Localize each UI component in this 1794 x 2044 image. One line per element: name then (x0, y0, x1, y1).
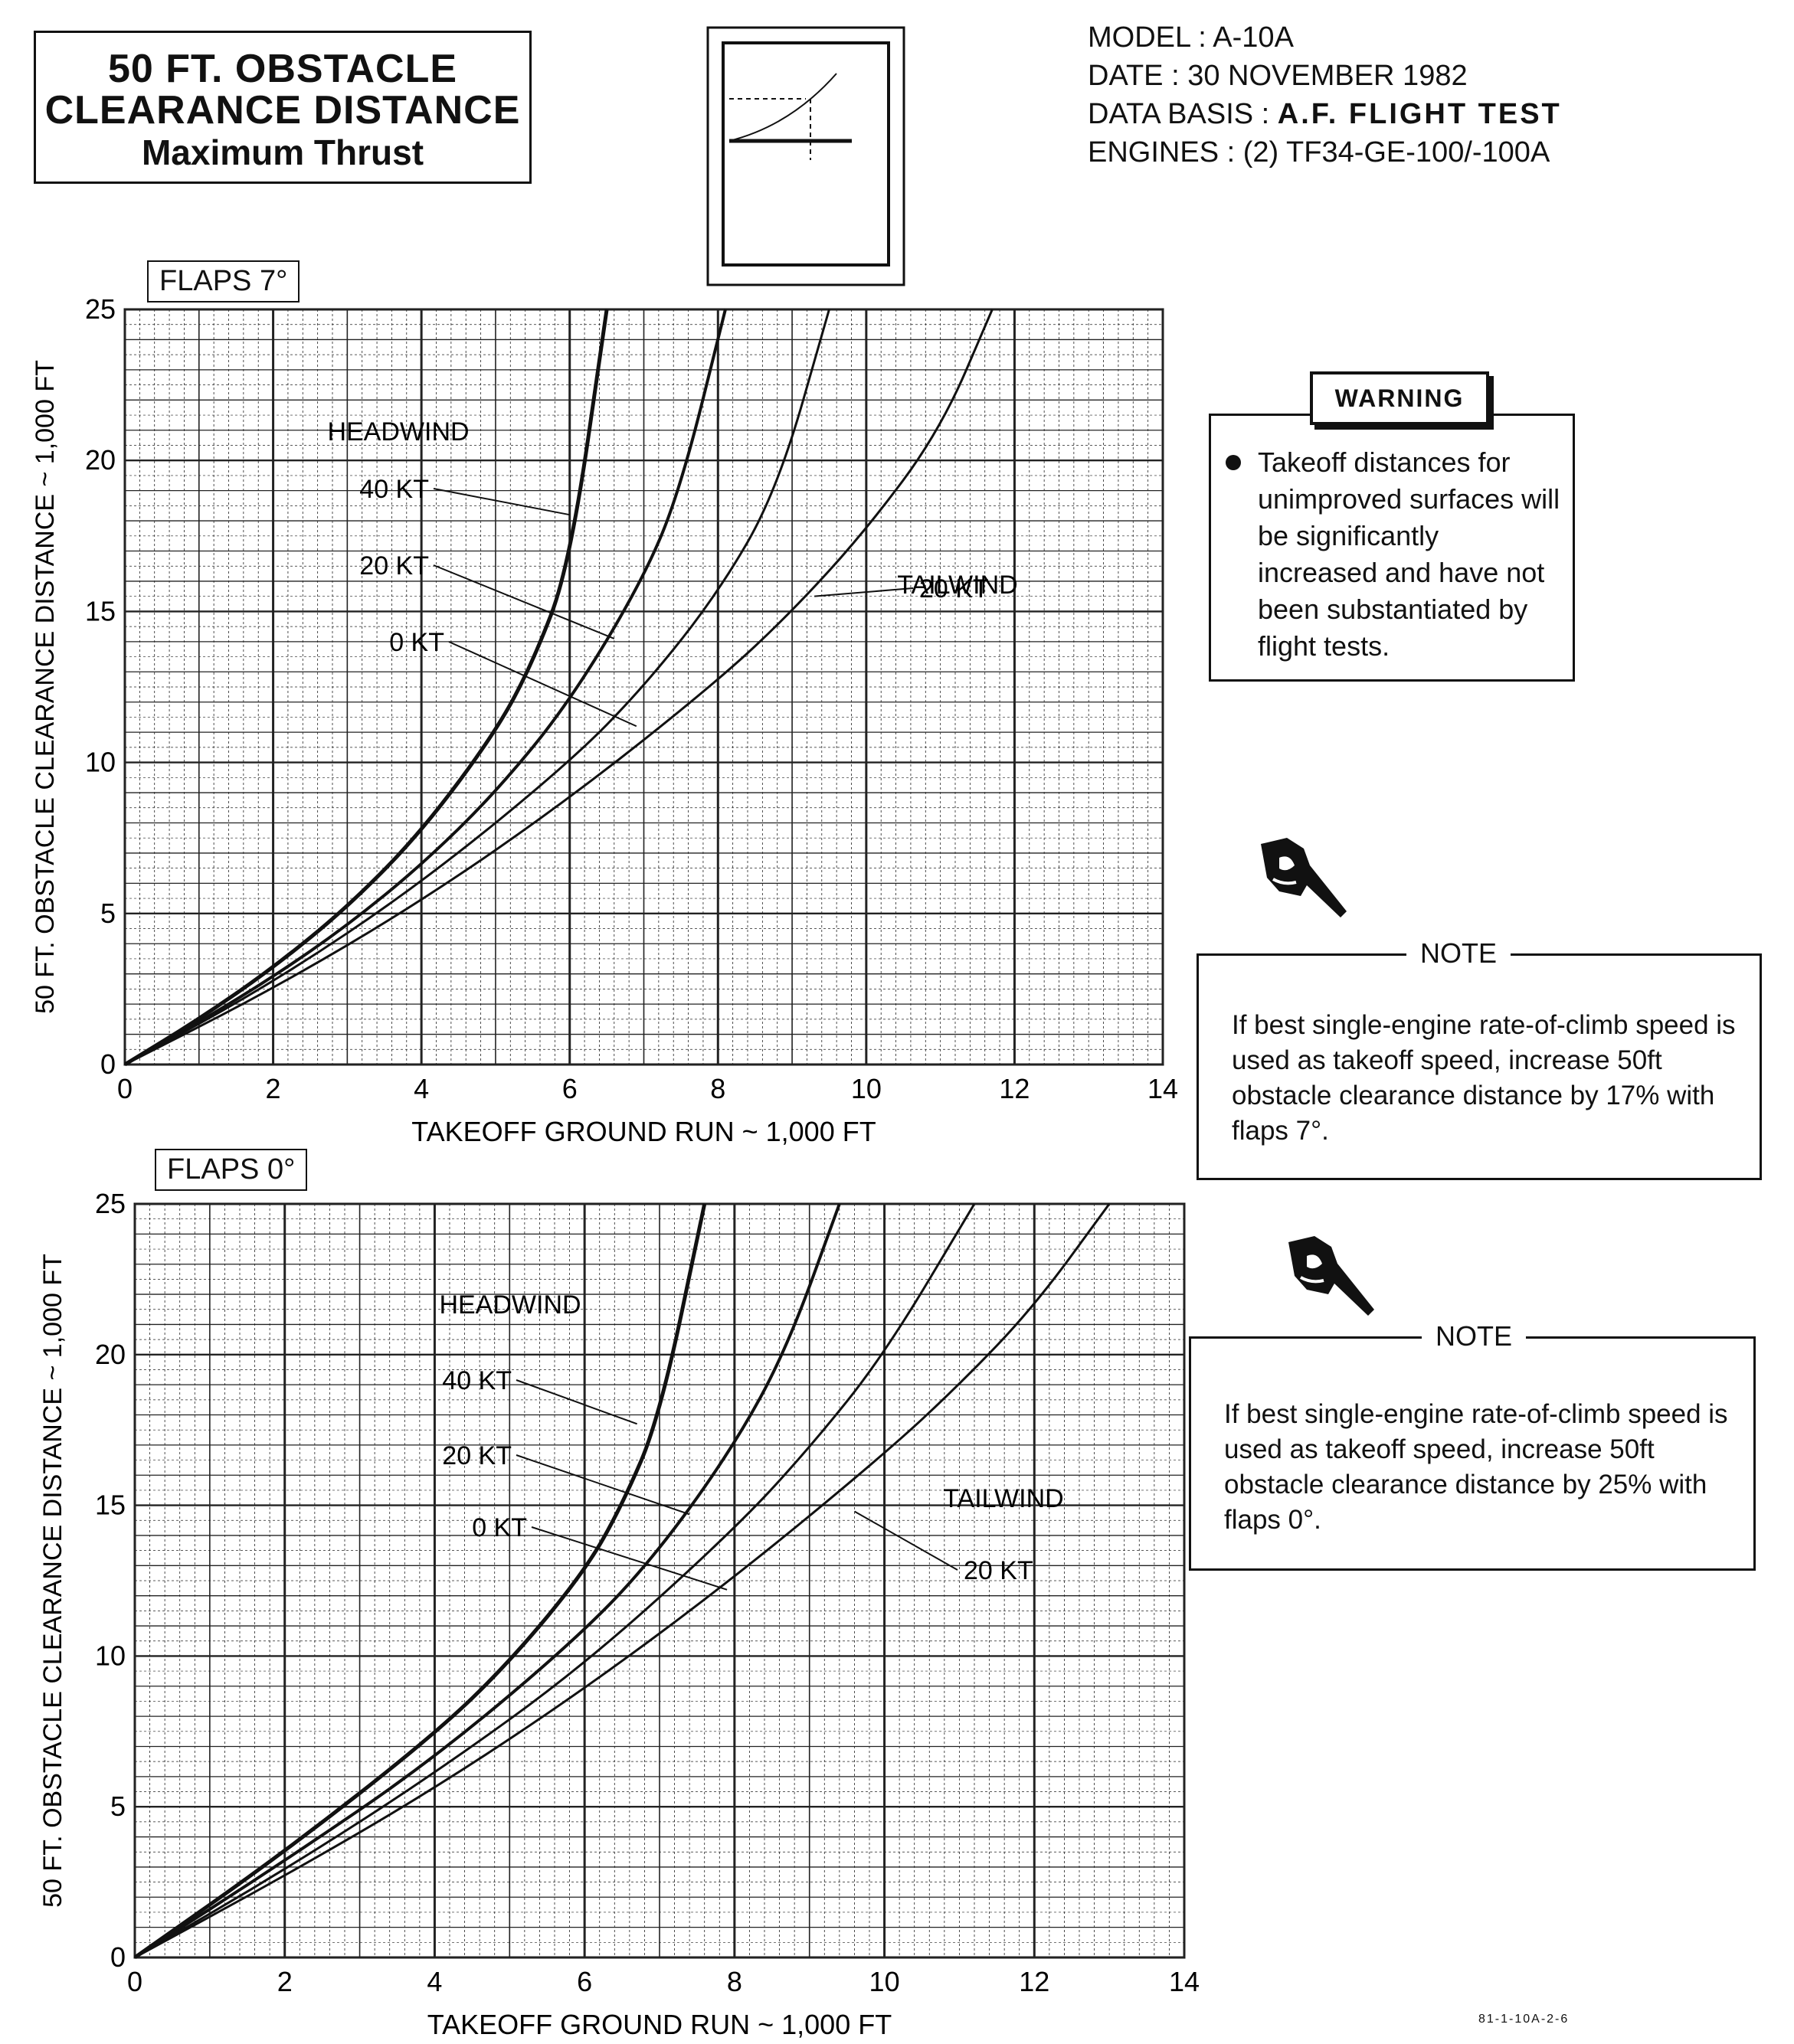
data-basis-label: DATA BASIS : (1088, 98, 1278, 130)
y-tick-label: 0 (110, 1941, 126, 1973)
x-tick-label: 4 (427, 1966, 442, 1997)
pointing-hand-icon (1288, 1236, 1374, 1316)
chart-key-thumbnail-icon (706, 26, 905, 286)
x-tick-label: 8 (710, 1073, 725, 1104)
chart-title-flaps-7: FLAPS 7° (147, 260, 300, 303)
x-tick-label: 2 (266, 1073, 281, 1104)
series-line-1 (124, 309, 727, 1066)
headwind-label: HEADWIND (327, 417, 469, 446)
headwind-label: HEADWIND (439, 1290, 581, 1320)
series-leader-line (516, 1379, 637, 1425)
meta-block: MODEL : A-10A DATE : 30 NOVEMBER 1982 DA… (1088, 18, 1562, 172)
engines-text: ENGINES : (2) TF34-GE-100/-100A (1088, 136, 1550, 168)
x-tick-label: 6 (562, 1073, 578, 1104)
y-tick-label: 0 (100, 1048, 116, 1080)
y-axis-label: 50 FT. OBSTACLE CLEARANCE DISTANCE ~ 1,0… (38, 1254, 67, 1908)
series-label: 20 KT (919, 574, 989, 603)
series-label: 20 KT (964, 1556, 1033, 1585)
series-leader-line (853, 1510, 958, 1571)
y-axis-label: 50 FT. OBSTACLE CLEARANCE DISTANCE ~ 1,0… (31, 360, 60, 1014)
bullet-icon (1226, 455, 1241, 470)
date-text: DATE : 30 NOVEMBER 1982 (1088, 60, 1468, 92)
series-line-3 (124, 309, 994, 1066)
series-label: 0 KT (472, 1513, 527, 1542)
x-tick-label: 10 (851, 1073, 882, 1104)
x-tick-label: 6 (577, 1966, 592, 1997)
x-tick-label: 12 (1019, 1966, 1049, 1997)
note-text-1: If best single-engine rate-of-climb spee… (1232, 1010, 1736, 1146)
series-label: 0 KT (389, 628, 444, 657)
title-box: 50 FT. OBSTACLE CLEARANCE DISTANCE Maxim… (34, 31, 532, 184)
series-line-2 (124, 309, 830, 1066)
y-tick-label: 20 (85, 444, 116, 476)
series-line-0 (123, 309, 609, 1067)
data-basis-value: A.F. FLIGHT TEST (1277, 98, 1562, 130)
y-tick-label: 5 (110, 1791, 126, 1822)
series-label: 20 KT (359, 551, 429, 580)
series-leader-line (433, 488, 570, 516)
series-label: 40 KT (359, 475, 429, 504)
series-label: 20 KT (442, 1441, 512, 1470)
series-leader-line (433, 564, 615, 639)
chart-flaps-7: 0 2 4 6 8 10 12 14 0 5 10 15 20 25 TAKEOFF GROUND RUN … (31, 293, 1178, 1147)
tailwind-label: TAILWIND (897, 571, 1017, 600)
tailwind-label: TAILWIND (943, 1484, 1063, 1513)
x-tick-label: 14 (1147, 1073, 1178, 1104)
y-tick-label: 25 (95, 1188, 126, 1219)
warning-badge: WARNING (1310, 371, 1489, 425)
x-tick-label: 0 (127, 1966, 142, 1997)
x-tick-label: 2 (277, 1966, 293, 1997)
series-leader-line (531, 1526, 728, 1591)
note-frame-1 (1197, 953, 1762, 1180)
y-tick-label: 15 (95, 1490, 126, 1521)
y-tick-label: 15 (85, 595, 116, 626)
x-tick-label: 0 (117, 1073, 133, 1104)
title-line-1: 50 FT. OBSTACLE (107, 47, 458, 91)
y-tick-label: 25 (85, 293, 116, 325)
y-tick-label: 5 (100, 898, 116, 929)
pointing-hand-icon (1261, 838, 1347, 917)
y-tick-label: 20 (95, 1339, 126, 1370)
x-tick-label: 12 (999, 1073, 1030, 1104)
chart-title-flaps-0: FLAPS 0° (155, 1149, 308, 1191)
series-line-3 (134, 1203, 1111, 1959)
title-line-3: Maximum Thrust (141, 132, 424, 172)
x-axis-label: TAKEOFF GROUND RUN ~ 1,000 FT (427, 2009, 892, 2040)
warning-text-block: Takeoff distances for unimproved surface… (1226, 444, 1563, 665)
warning-text: Takeoff distances for unimproved surface… (1258, 446, 1560, 662)
x-tick-label: 4 (414, 1073, 429, 1104)
series-leader-line (516, 1454, 690, 1516)
series-label: 40 KT (442, 1366, 512, 1395)
title-line-2: CLEARANCE DISTANCE (44, 88, 521, 132)
note-text-2: If best single-engine rate-of-climb spee… (1224, 1399, 1728, 1535)
series-line-1 (133, 1203, 841, 1959)
series-line-0 (133, 1203, 707, 1960)
note-frame-2 (1189, 1336, 1756, 1571)
note-label-2: NOTE (1422, 1320, 1527, 1352)
x-tick-label: 10 (869, 1966, 900, 1997)
series-leader-line (814, 587, 914, 597)
y-tick-label: 10 (85, 747, 116, 778)
note-label-1: NOTE (1406, 937, 1511, 970)
series-line-2 (134, 1203, 976, 1959)
series-leader-line (448, 641, 637, 728)
figure-reference: 81-1-10A-2-6 (1478, 2013, 1570, 2026)
x-axis-label: TAKEOFF GROUND RUN ~ 1,000 FT (411, 1116, 876, 1147)
x-tick-label: 8 (727, 1966, 742, 1997)
data-basis-row: DATA BASIS : A.F. FLIGHT TEST (1088, 95, 1562, 133)
chart-flaps-0: 0 2 4 6 8 10 12 14 0 5 10 15 20 25 TAKEOFF GROUND RUN … (38, 1188, 1200, 2040)
model-text: MODEL : A-10A (1088, 21, 1294, 54)
x-tick-label: 14 (1169, 1966, 1200, 1997)
y-tick-label: 10 (95, 1640, 126, 1671)
